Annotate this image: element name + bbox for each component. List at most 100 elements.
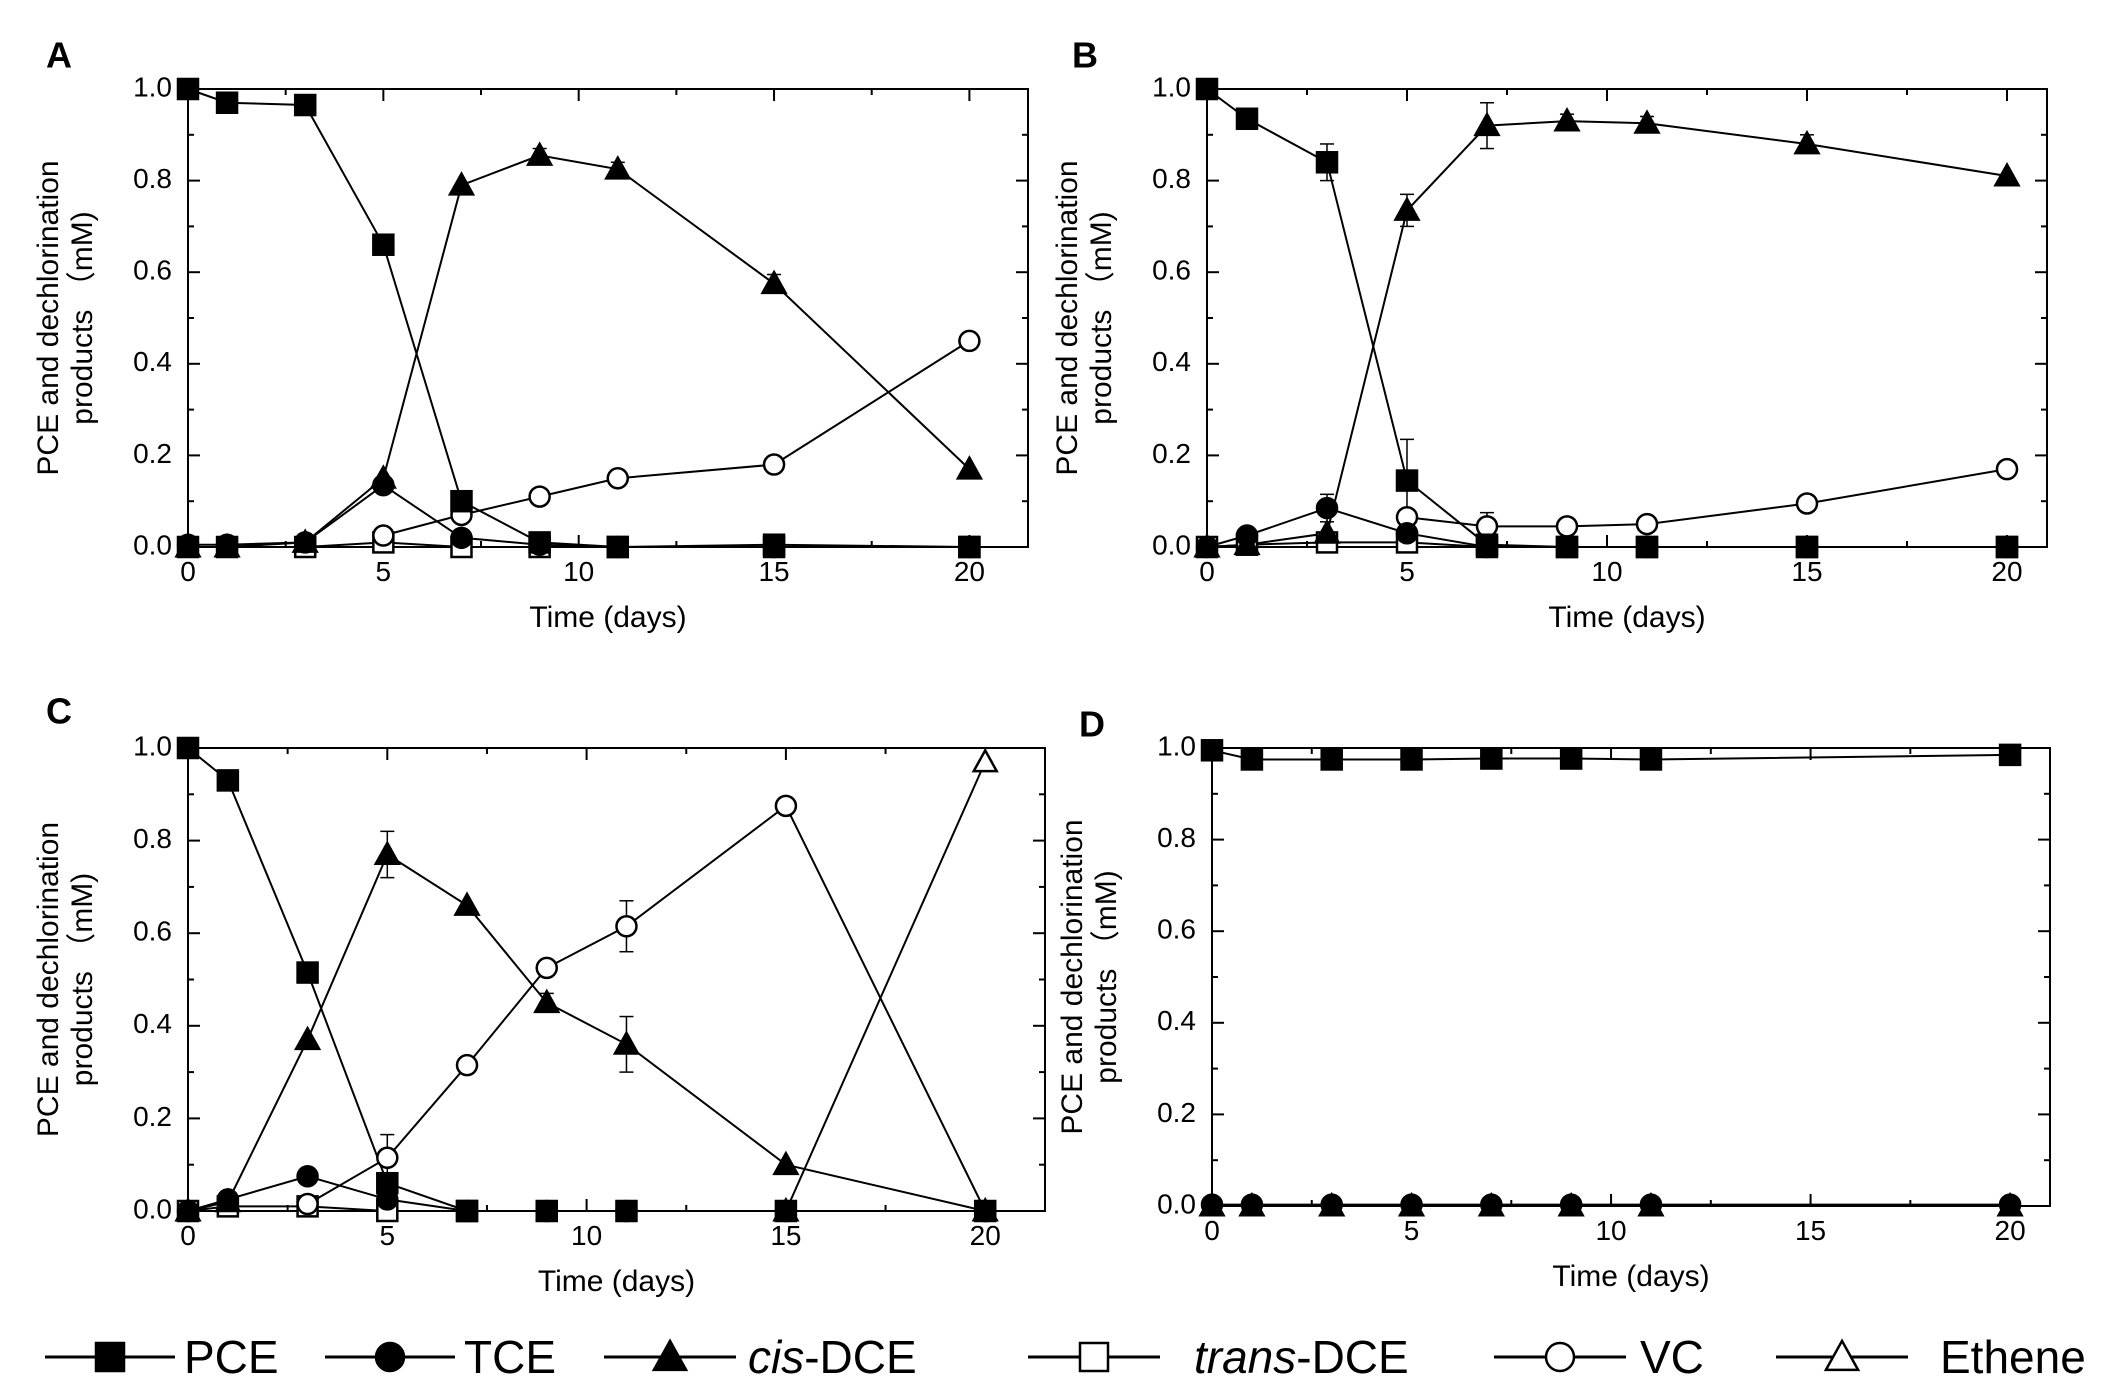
point-pce (528, 531, 551, 554)
y-tick-label: 0.6 (1157, 914, 1196, 945)
point-pce (216, 769, 240, 792)
legend-marker-vc (1544, 1341, 1576, 1373)
y-tick-label: 0.4 (1157, 1005, 1196, 1036)
y-axis-title-line1: PCE and dechlorination (1051, 160, 1084, 475)
point-cis-dce (1477, 1191, 1505, 1217)
point-cis-dce (447, 171, 476, 196)
point-cis-dce (1993, 161, 2021, 187)
x-tick-label: 0 (180, 556, 196, 587)
point-pce (1795, 535, 1819, 559)
y-tick-label: 0.2 (1152, 438, 1191, 469)
y-tick-label: 1.0 (133, 730, 172, 761)
legend-label: PCE (184, 1331, 279, 1383)
point-cis-dce (1473, 111, 1501, 137)
x-tick-label: 20 (1991, 556, 2022, 587)
point-cis-dce (369, 464, 397, 489)
point-pce (1395, 469, 1419, 492)
point-tce (1315, 496, 1339, 520)
point-vc (615, 915, 638, 938)
point-pce (1635, 535, 1659, 559)
y-tick-label: 1.0 (133, 71, 172, 102)
point-cis-dce (1238, 1191, 1266, 1217)
x-tick-label: 15 (770, 1220, 801, 1251)
legend-label: VC (1640, 1331, 1704, 1383)
panel-c: C 0 5 10 15 20 0.0 0.2 0.4 0.6 0.8 1.0 Time (days) PC… (32, 691, 1046, 1298)
point-cis-dce (1553, 106, 1581, 132)
legend-item-vc: VC (1494, 1331, 1704, 1383)
x-tick-label: 10 (1591, 556, 1622, 587)
legend-marker-trans-dce (1078, 1341, 1110, 1373)
y-tick-label: 1.0 (1152, 71, 1191, 102)
point-cis-dce (604, 155, 632, 180)
y-tick-label: 0.0 (1152, 529, 1191, 560)
point-pce (376, 1171, 399, 1195)
point-pce (1195, 77, 1219, 101)
point-cis-dce (174, 1196, 202, 1222)
point-pce (372, 233, 395, 256)
series-line-vc (383, 340, 970, 537)
y-tick-label: 0.8 (1152, 163, 1191, 194)
y-axis-title-line1: PCE and dechlorination (32, 822, 65, 1137)
point-cis-dce (1637, 1191, 1665, 1217)
point-tce (296, 1165, 319, 1188)
point-pce (1639, 748, 1663, 771)
series-line-vc (1406, 468, 2008, 528)
point-cis-dce (955, 455, 984, 480)
y-tick-label: 0.6 (1152, 255, 1191, 286)
point-pce (774, 1199, 798, 1223)
point-cis-dce (174, 532, 202, 558)
panel-label: B (1072, 35, 1098, 76)
point-pce (1400, 748, 1423, 771)
point-pce (455, 1199, 479, 1223)
point-vc (1475, 515, 1499, 538)
x-tick-label: 20 (1995, 1215, 2026, 1246)
y-tick-label: 0.6 (133, 916, 172, 947)
x-axis-title: Time (days) (1548, 601, 1705, 634)
panel-label: C (46, 691, 72, 732)
point-pce (176, 736, 200, 760)
point-pce (1475, 533, 1499, 556)
point-vc (1995, 457, 2019, 481)
point-cis-dce (760, 269, 788, 295)
point-cis-dce (1193, 532, 1221, 558)
y-tick-label: 0.8 (133, 823, 172, 854)
series-line-ethene (784, 761, 987, 1212)
point-pce (1315, 151, 1339, 174)
point-pce (973, 1199, 997, 1223)
point-cis-dce (1233, 530, 1261, 556)
x-tick-label: 0 (1204, 1215, 1220, 1246)
point-vc (606, 467, 630, 490)
point-cis-dce (772, 1150, 800, 1176)
point-cis-dce (1793, 129, 1821, 155)
x-tick-label: 10 (1595, 1215, 1626, 1246)
point-cis-dce (526, 141, 554, 166)
legend-item-ethene: Ethene (1776, 1331, 2086, 1383)
point-cis-dce (293, 1025, 322, 1051)
point-ethene (971, 747, 999, 773)
x-tick-label: 0 (1199, 556, 1215, 587)
plot-frame (1211, 747, 2051, 1207)
x-tick-label: 15 (1791, 556, 1822, 587)
y-axis-title-line2: products （mM) (66, 873, 99, 1086)
point-cis-dce (1313, 519, 1341, 544)
legend-item-tce: TCE (325, 1331, 556, 1383)
point-pce (450, 489, 473, 513)
y-axis-title-line1: PCE and dechlorination (32, 160, 65, 475)
point-vc (296, 1192, 319, 1216)
y-axis-title-line1: PCE and dechlorination (1056, 819, 1089, 1134)
legend-item-cis-dce: cis-DCE (604, 1331, 917, 1383)
point-cis-dce (214, 1187, 242, 1213)
x-tick-label: 5 (1399, 556, 1415, 587)
series-line-pce (187, 88, 970, 549)
y-tick-label: 0.2 (133, 438, 172, 469)
point-vc (1795, 492, 1819, 515)
y-tick-label: 0.2 (133, 1101, 172, 1132)
point-cis-dce (1397, 1191, 1426, 1217)
series-line-pce (1211, 749, 2011, 761)
point-pce (176, 77, 200, 101)
panel-b: B 0 5 10 15 20 0.0 0.2 0.4 0.6 0.8 1.0 Time (days) PC… (1051, 35, 2048, 634)
legend-label: cis-DCE (748, 1331, 917, 1383)
x-tick-label: 10 (563, 556, 594, 587)
legend: PCE TCE cis-DCE trans-DCE VC Ethene (45, 1331, 2086, 1383)
point-vc (762, 453, 786, 476)
